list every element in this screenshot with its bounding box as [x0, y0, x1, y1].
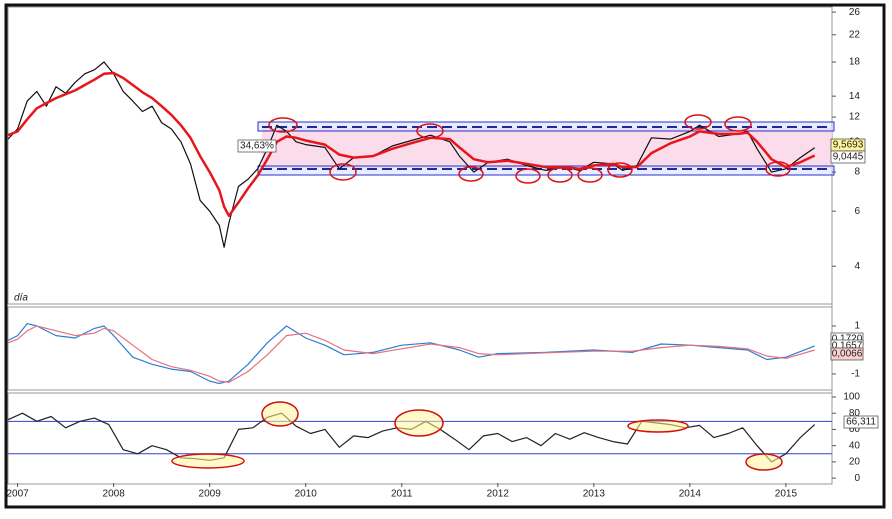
y-tick-label: 1 — [854, 321, 860, 332]
price-highlights — [268, 114, 791, 184]
highlight — [765, 161, 791, 177]
highlight — [515, 168, 541, 184]
annotation: 9,5693 — [833, 140, 864, 151]
highlight — [394, 409, 444, 437]
y-tick-label: 80 — [849, 408, 861, 419]
x-tick-label: 2014 — [679, 489, 702, 500]
highlight — [329, 163, 357, 181]
y-tick-label: 6 — [854, 206, 860, 217]
annotation: 9,0445 — [833, 152, 864, 163]
y-tick-label: 8 — [854, 167, 860, 178]
highlight — [577, 167, 603, 183]
x-tick-label: 2011 — [391, 489, 413, 500]
series-line — [7, 61, 816, 248]
annotation: 0,1720 — [832, 334, 863, 345]
highlight — [724, 116, 752, 132]
rsi-panel — [7, 392, 833, 485]
highlight — [268, 117, 298, 133]
highlight — [171, 453, 245, 469]
annotation-box — [237, 139, 277, 153]
annotation: 34,63% — [240, 141, 274, 152]
highlight — [684, 114, 712, 130]
y-tick-label: 40 — [849, 440, 861, 451]
x-tick-label: 2012 — [487, 489, 510, 500]
x-tick-label: 2009 — [199, 489, 222, 500]
channel-top-band — [257, 121, 835, 132]
y-tick-label: 100 — [843, 392, 860, 403]
highlight — [547, 167, 573, 183]
annotation: 66,311 — [846, 417, 876, 428]
x-tick-label: 2013 — [583, 489, 606, 500]
rsi-highlights — [171, 401, 783, 471]
highlight — [627, 419, 689, 433]
y-tick-label: 18 — [849, 57, 861, 68]
x-tick-label: 2008 — [103, 489, 126, 500]
highlight — [607, 162, 633, 178]
annotation-box — [830, 347, 864, 361]
annotation-box — [843, 415, 879, 429]
series-line — [7, 71, 816, 218]
y-tick-label: 0 — [854, 473, 860, 484]
y-tick-label: 22 — [849, 29, 861, 40]
annotation: día — [14, 293, 28, 304]
x-tick-label: 2007 — [6, 489, 29, 500]
y-tick-label: 4 — [854, 261, 860, 272]
annotation-box — [830, 150, 866, 164]
frame — [4, 3, 886, 509]
y-tick-label: 26 — [849, 7, 861, 18]
y-tick-label: 12 — [849, 112, 861, 123]
annotation: 0,0066 — [832, 349, 863, 360]
series-line — [7, 325, 815, 383]
y-tick-label: 14 — [849, 91, 861, 102]
y-tick-label: 60 — [849, 424, 861, 435]
x-tick-label: 2015 — [775, 489, 798, 500]
y-tick-label: -1 — [851, 369, 860, 380]
x-tick-label: 2010 — [295, 489, 318, 500]
highlight — [745, 453, 783, 471]
series-line — [7, 323, 815, 385]
annotation: 0,1657 — [832, 341, 863, 352]
highlight — [261, 401, 299, 427]
highlight — [416, 123, 444, 139]
highlight — [458, 166, 484, 182]
y-tick-label: 20 — [849, 457, 861, 468]
